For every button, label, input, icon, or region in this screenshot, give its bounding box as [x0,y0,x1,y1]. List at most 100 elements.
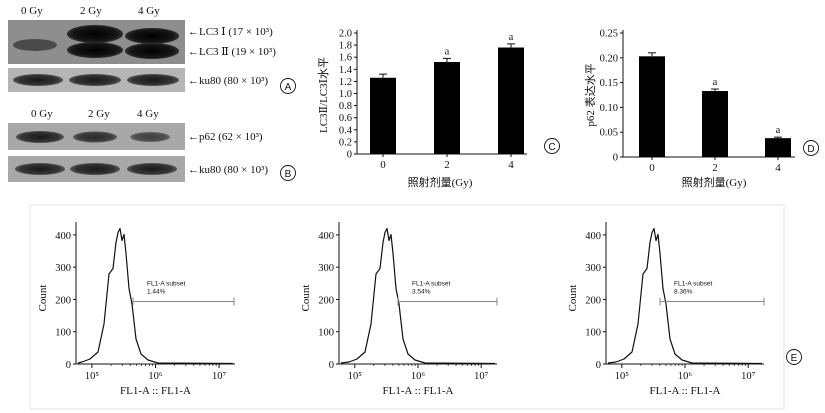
y-tick-label: 100 [585,328,601,339]
y-tick-label: 200 [585,295,601,306]
chart-d-xlabel: 照射剂量(Gy) [682,175,747,189]
chart-c-xlabel: 照射剂量(Gy) [408,175,473,189]
bar [765,138,791,157]
y-tick-label: 0 [347,150,352,161]
x-tick-label: 10⁷ [212,371,227,382]
x-tick-label: 10⁷ [474,371,489,382]
panel-letter-e: E [791,353,798,364]
y-axis-label: Count [37,285,49,312]
x-tick-label: 10⁶ [678,371,693,382]
y-tick-label: 400 [585,231,601,242]
x-tick-label: 0 [649,162,655,174]
y-tick-label: 100 [318,328,334,339]
chart-c-ylabel: LC3Ⅱ/LC3Ⅰ水平 [317,57,330,133]
band-p62-1 [73,131,117,143]
band-ku80-a-1 [69,74,121,86]
dose-label-b-1: 2 Gy [88,108,110,120]
y-tick-label: 400 [318,231,334,242]
dose-label-a-0: 0 Gy [21,5,43,17]
significance-label: a [445,46,450,57]
chart-d-ylabel: p62 表达水平 [583,63,597,126]
band-ku80-a-2 [127,74,179,86]
panel-letter-a: A [285,82,292,93]
x-tick-label: 4 [775,162,781,174]
band-p62-2 [130,132,170,142]
y-tick-label: 0 [613,153,618,164]
panel-b: 0 Gy 2 Gy 4 Gy ←p62 (62 × 10³) ←ku80 (80… [8,108,296,182]
band-lc3-2-lower [125,43,179,59]
band-lc3-1-upper [67,25,123,43]
y-tick-label: 300 [585,263,601,274]
band-p62-0 [16,131,64,143]
bar [434,62,460,154]
y-tick-label: 1.2 [339,77,352,88]
x-axis-label: FL1-A :: FL1-A [120,385,191,397]
y-tick-label: 0 [329,360,334,371]
bar [370,77,396,154]
gate-label: FL1-A subset [412,280,450,287]
x-tick-label: 2 [444,159,450,171]
x-tick-label: 10⁷ [741,371,756,382]
band-lc3-2-upper [125,28,179,44]
y-tick-label: 300 [55,263,71,274]
band-label-ku80-b: ←ku80 (80 × 10³) [188,164,268,176]
y-tick-label: 0.15 [600,78,618,89]
band-ku80-a-0 [13,74,63,86]
histogram-curve [340,227,496,365]
panel-letter-d: D [807,144,814,155]
y-tick-label: 0 [66,360,71,371]
y-tick-label: 100 [55,328,71,339]
panel-letter-e-circle [786,349,802,365]
y-tick-label: 400 [55,231,71,242]
y-tick-label: 0.05 [600,128,618,139]
band-ku80-b-0 [15,163,65,175]
y-tick-label: 0.10 [600,103,618,114]
dose-label-a-1: 2 Gy [80,5,102,17]
panel-letter-b: B [285,169,292,180]
band-ku80-b-2 [127,163,177,175]
band-label-lc3-1: ←LC3 Ⅰ (17 × 10³) [188,26,273,38]
y-tick-label: 1.6 [339,53,352,64]
y-tick-label: 0.25 [600,29,618,40]
panel-a: 0 Gy 2 Gy 4 Gy ←LC3 Ⅰ (17 × 10³) ←LC3 Ⅱ … [8,5,296,94]
y-tick-label: 0.6 [339,113,352,124]
y-axis-label: Count [300,285,312,312]
bar-chart-lc3-ratio: LC3Ⅱ/LC3Ⅰ水平 照射剂量(Gy) C 00.20.40.60.81.01… [317,29,560,189]
band-ku80-b-1 [70,163,120,175]
bar [702,91,728,157]
x-tick-label: 10⁶ [148,371,163,382]
band-label-p62: ←p62 (62 × 10³) [188,131,263,143]
bar [639,56,665,158]
histogram-curve [607,227,763,365]
y-tick-label: 1.0 [339,89,352,100]
y-tick-label: 200 [318,295,334,306]
y-tick-label: 300 [318,263,334,274]
x-axis-label: FL1-A :: FL1-A [650,385,721,397]
x-tick-label: 4 [508,159,514,171]
histogram-curve [77,227,234,365]
gate-percent: 1.44% [147,288,166,295]
y-tick-label: 1.8 [339,41,352,52]
band-lc3-1-lower [67,42,123,58]
x-tick-label: 2 [712,162,718,174]
y-tick-label: 2.0 [339,29,352,40]
panel-letter-c-circle [544,138,560,154]
x-tick-label: 10⁵ [348,371,363,382]
gate-label: FL1-A subset [147,280,185,287]
y-tick-label: 0.4 [339,125,353,136]
band-label-ku80-a: ←ku80 (80 × 10³) [188,75,268,87]
x-tick-label: 0 [380,159,386,171]
y-tick-label: 0.8 [339,101,352,112]
y-axis-label: Count [567,285,579,312]
x-axis-label: FL1-A :: FL1-A [383,385,454,397]
y-tick-label: 0.20 [600,53,618,64]
y-tick-label: 1.4 [339,65,353,76]
gate-percent: 3.54% [412,288,431,295]
x-tick-label: 10⁵ [85,371,100,382]
band-lc3-0 [13,39,57,51]
panel-letter-c: C [548,142,555,153]
panel-e-frame [29,204,785,410]
gate-label: FL1-A subset [674,280,712,287]
